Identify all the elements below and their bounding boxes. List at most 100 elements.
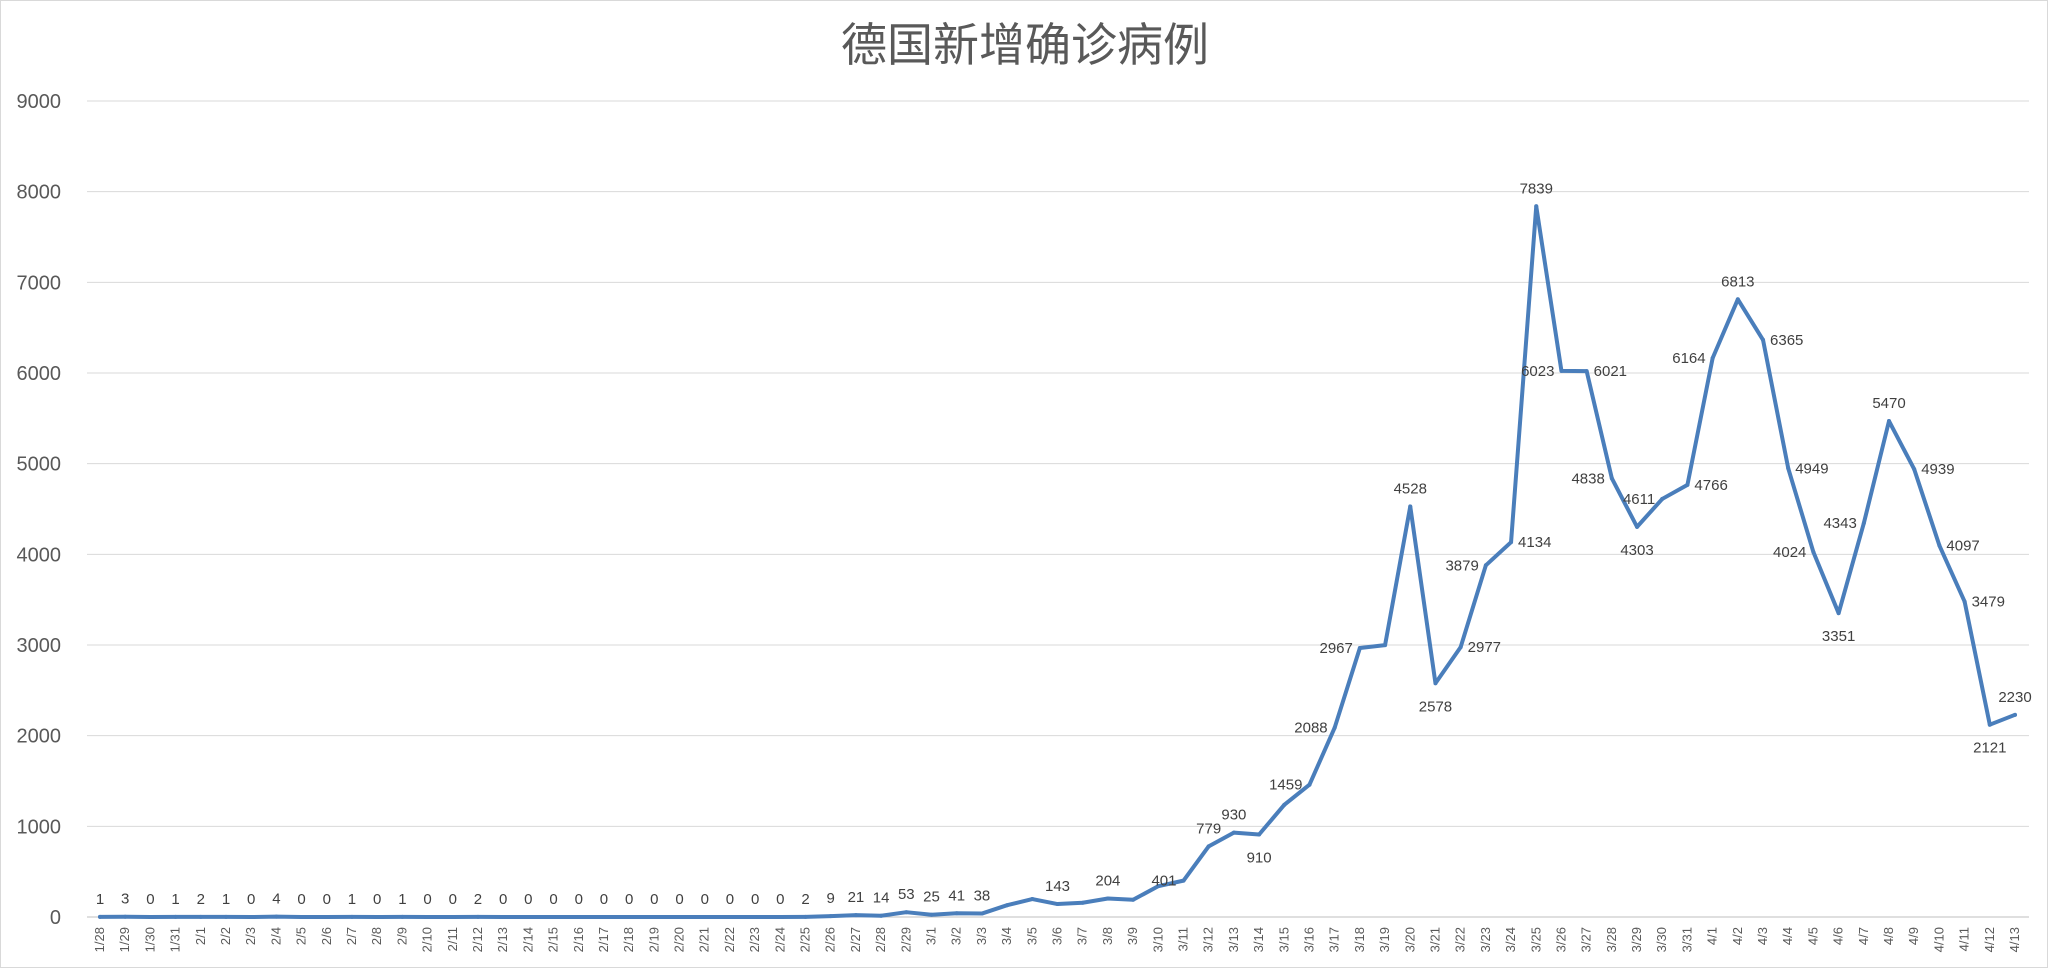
- x-tick-label: 3/10: [1150, 927, 1165, 952]
- y-tick-label: 8000: [17, 182, 62, 204]
- x-tick-label: 3/16: [1301, 927, 1316, 952]
- data-point: [1534, 204, 1539, 209]
- data-label: 4939: [1921, 461, 1954, 478]
- data-label: 38: [974, 888, 991, 905]
- data-point: [1458, 645, 1463, 650]
- x-tick-label: 2/27: [848, 927, 863, 952]
- x-tick-label: 2/21: [697, 927, 712, 952]
- data-label: 6813: [1721, 273, 1754, 290]
- x-tick-label: 3/13: [1226, 927, 1241, 952]
- x-tick-label: 3/24: [1503, 927, 1518, 952]
- x-tick-label: 1/30: [142, 927, 157, 952]
- data-point: [475, 914, 480, 919]
- x-tick-label: 2/19: [646, 927, 661, 952]
- data-label: 0: [499, 891, 507, 908]
- x-tick-label: 1/28: [92, 927, 107, 952]
- data-point: [1660, 496, 1665, 501]
- data-point: [123, 914, 128, 919]
- data-label: 4: [272, 891, 280, 908]
- data-point: [1937, 543, 1942, 548]
- x-tick-label: 3/25: [1528, 927, 1543, 952]
- x-tick-label: 3/15: [1276, 927, 1291, 952]
- x-tick-label: 2/3: [243, 927, 258, 945]
- data-point: [904, 910, 909, 915]
- data-label: 6365: [1770, 332, 1803, 349]
- series-line: [98, 204, 2017, 919]
- y-tick-label: 6000: [17, 363, 62, 385]
- x-tick-label: 3/1: [924, 927, 939, 945]
- x-tick-label: 2/11: [445, 927, 460, 951]
- data-label: 4949: [1795, 460, 1828, 477]
- data-label: 7839: [1520, 180, 1553, 197]
- x-tick-label: 3/27: [1579, 927, 1594, 952]
- data-point: [1811, 550, 1816, 555]
- y-tick-label: 3000: [17, 635, 62, 657]
- data-point: [1383, 643, 1388, 648]
- data-point: [1584, 369, 1589, 374]
- x-tick-label: 3/31: [1679, 927, 1694, 952]
- data-point: [526, 915, 531, 919]
- data-label: 1: [222, 891, 230, 908]
- x-tick-label: 3/3: [974, 927, 989, 945]
- y-tick-label: 5000: [17, 454, 62, 476]
- data-label: 1: [96, 891, 104, 908]
- data-label: 2: [801, 891, 809, 908]
- x-tick-label: 3/14: [1251, 927, 1266, 952]
- data-label: 2977: [1468, 639, 1501, 656]
- data-point: [2013, 712, 2017, 717]
- x-tick-label: 2/25: [798, 927, 813, 952]
- x-tick-label: 2/22: [722, 927, 737, 952]
- data-label: 6023: [1521, 363, 1554, 380]
- data-point: [1836, 611, 1841, 616]
- x-tick-label: 3/22: [1453, 927, 1468, 952]
- data-point: [1055, 902, 1060, 907]
- data-label: 53: [898, 886, 915, 903]
- data-label: 4134: [1518, 534, 1551, 551]
- x-tick-label: 1/31: [168, 927, 183, 952]
- x-tick-label: 4/9: [1906, 927, 1921, 945]
- x-tick-label: 3/28: [1604, 927, 1619, 952]
- data-point: [173, 914, 178, 919]
- data-point: [929, 912, 934, 917]
- data-label: 6164: [1672, 350, 1705, 367]
- x-tick-label: 2/2: [218, 927, 233, 945]
- data-point: [1509, 540, 1514, 545]
- data-label: 401: [1151, 873, 1176, 890]
- series-line-group: [98, 204, 2017, 919]
- data-label: 3: [121, 891, 129, 908]
- data-point: [652, 915, 657, 919]
- data-point: [853, 913, 858, 918]
- data-point: [778, 915, 783, 919]
- data-label: 1459: [1269, 777, 1302, 794]
- data-point: [1005, 903, 1010, 908]
- y-tick-label: 1000: [17, 816, 62, 838]
- y-tick-label: 7000: [17, 272, 62, 294]
- data-label: 25: [923, 889, 940, 906]
- data-label: 0: [297, 891, 305, 908]
- data-label: 2: [197, 891, 205, 908]
- data-label: 2121: [1973, 740, 2006, 757]
- data-label: 1: [348, 891, 356, 908]
- data-label: 1: [398, 891, 406, 908]
- data-point: [627, 915, 632, 919]
- data-label: 0: [650, 891, 658, 908]
- data-point: [198, 914, 203, 919]
- x-tick-label: 4/3: [1755, 927, 1770, 945]
- data-label: 0: [575, 891, 583, 908]
- data-label: 1: [171, 891, 179, 908]
- x-tick-label: 2/18: [621, 927, 636, 952]
- x-tick-label: 3/12: [1201, 927, 1216, 952]
- data-label: 3879: [1445, 557, 1478, 574]
- x-tick-label: 4/2: [1730, 927, 1745, 945]
- data-label: 0: [751, 891, 759, 908]
- data-label: 0: [625, 891, 633, 908]
- x-tick-label: 3/21: [1427, 927, 1442, 952]
- data-point: [1635, 524, 1640, 529]
- data-point: [1710, 356, 1715, 361]
- x-tick-label: 2/16: [571, 927, 586, 952]
- x-tick-label: 3/30: [1654, 927, 1669, 952]
- x-tick-label: 3/9: [1125, 927, 1140, 945]
- x-tick-label: 4/13: [2007, 927, 2022, 952]
